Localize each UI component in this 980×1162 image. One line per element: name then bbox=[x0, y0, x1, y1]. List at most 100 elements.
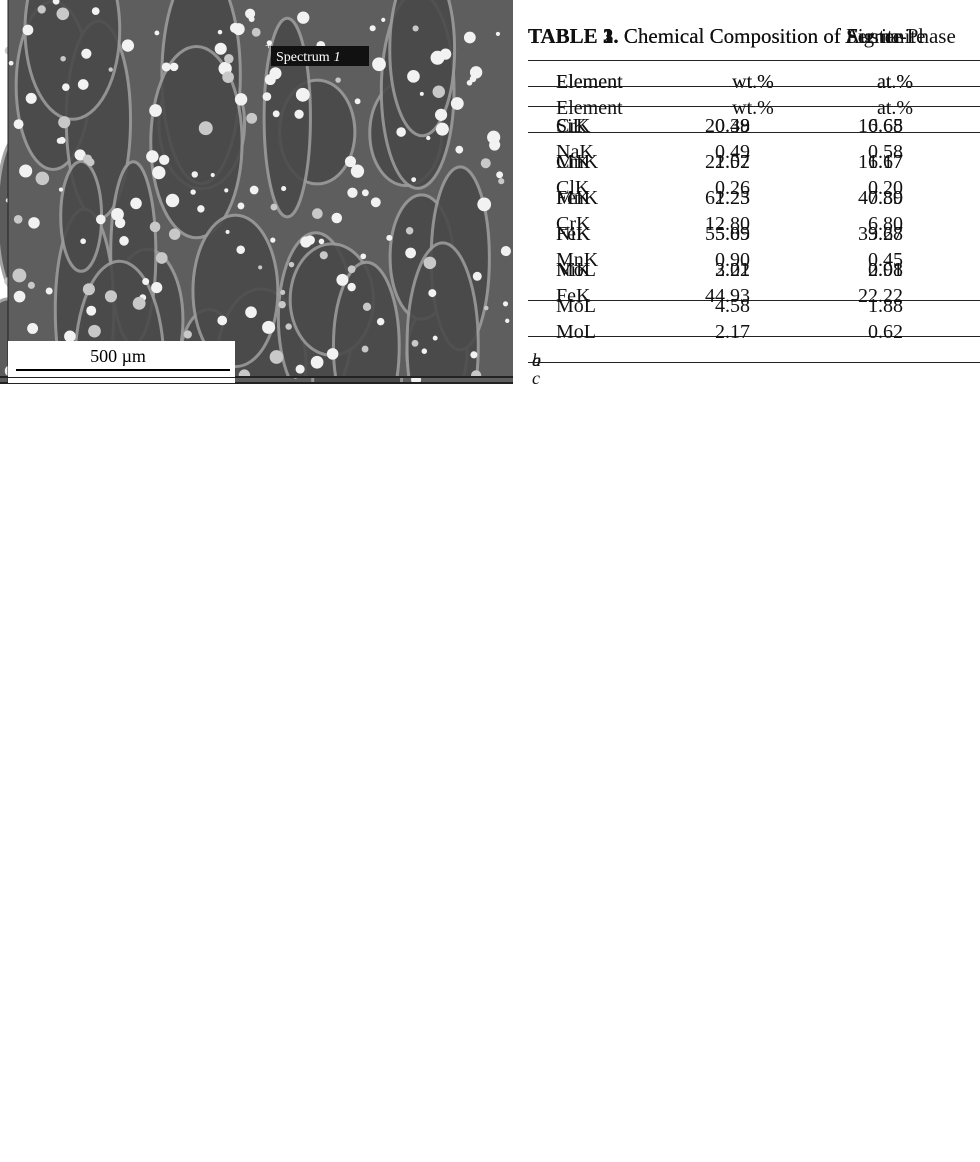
precipitate bbox=[156, 252, 168, 264]
precipitate bbox=[406, 227, 413, 234]
precipitate bbox=[56, 7, 69, 20]
table-cell: CrK bbox=[556, 206, 590, 242]
precipitate bbox=[498, 178, 504, 184]
precipitate bbox=[331, 213, 342, 224]
precipitate bbox=[64, 331, 76, 343]
precipitate bbox=[119, 236, 129, 246]
table-cell: 0.49 bbox=[650, 134, 750, 170]
precipitate bbox=[269, 67, 281, 79]
precipitate bbox=[236, 245, 245, 254]
precipitate bbox=[296, 88, 310, 102]
precipitate bbox=[28, 282, 35, 289]
precipitate bbox=[413, 25, 419, 31]
precipitate bbox=[59, 137, 66, 144]
precipitate bbox=[151, 282, 162, 293]
precipitate bbox=[496, 171, 503, 178]
table-rule bbox=[528, 362, 980, 363]
precipitate bbox=[170, 63, 179, 72]
precipitate bbox=[422, 348, 428, 354]
precipitate bbox=[92, 7, 100, 15]
precipitate bbox=[88, 325, 101, 338]
precipitate bbox=[14, 291, 26, 303]
precipitate bbox=[14, 119, 24, 129]
table-number: TABLE 3. bbox=[528, 24, 619, 48]
precipitate bbox=[336, 274, 348, 286]
precipitate bbox=[159, 155, 169, 165]
precipitate bbox=[238, 202, 245, 209]
precipitate bbox=[305, 235, 314, 244]
precipitate bbox=[407, 70, 420, 83]
precipitate bbox=[371, 197, 381, 207]
precipitate bbox=[146, 150, 159, 163]
precipitate bbox=[62, 83, 70, 91]
table-title-text: Chemical Composition of Sig­ma-Phase bbox=[624, 24, 956, 48]
table-cell: 0.62 bbox=[803, 314, 903, 350]
precipitate bbox=[396, 127, 406, 137]
precipitate bbox=[386, 235, 392, 241]
precipitate bbox=[224, 188, 228, 192]
table-cell: MoL bbox=[556, 314, 596, 350]
spectrum-number: 1 bbox=[334, 50, 341, 65]
table-cell: ClK bbox=[556, 170, 589, 206]
precipitate bbox=[451, 97, 464, 110]
precipitate bbox=[211, 173, 215, 177]
precipitate bbox=[262, 321, 275, 334]
precipitate bbox=[505, 319, 509, 323]
precipitate bbox=[420, 92, 424, 96]
precipitate bbox=[245, 306, 257, 318]
table-header-cell: wt.% bbox=[713, 90, 793, 126]
precipitate bbox=[58, 116, 70, 128]
precipitate bbox=[381, 18, 385, 22]
precipitate bbox=[470, 76, 477, 83]
precipitate bbox=[150, 222, 161, 233]
precipitate bbox=[246, 113, 257, 124]
precipitate bbox=[217, 316, 227, 326]
precipitate bbox=[455, 146, 463, 154]
precipitate bbox=[263, 92, 272, 101]
precipitate bbox=[12, 269, 26, 283]
precipitate bbox=[372, 57, 386, 71]
sem-image: 500 µm+Spectrum1 bbox=[0, 0, 513, 378]
precipitate bbox=[59, 188, 63, 192]
precipitate bbox=[335, 77, 341, 83]
precipitate bbox=[249, 16, 255, 22]
precipitate bbox=[362, 189, 369, 196]
table-cell: 12.80 bbox=[650, 206, 750, 242]
precipitate bbox=[470, 351, 477, 358]
precipitate bbox=[464, 32, 476, 44]
precipitate bbox=[166, 194, 179, 207]
precipitate bbox=[199, 121, 213, 135]
precipitate bbox=[377, 318, 385, 326]
precipitate bbox=[320, 251, 328, 259]
panel-letter: c bbox=[532, 368, 540, 389]
precipitate bbox=[311, 356, 324, 369]
precipitate bbox=[433, 85, 445, 97]
table-cell: 0.20 bbox=[803, 170, 903, 206]
precipitate bbox=[345, 156, 356, 167]
table-cell: 0.90 bbox=[650, 242, 750, 278]
precipitate bbox=[83, 154, 92, 163]
precipitate bbox=[440, 48, 451, 59]
precipitate bbox=[285, 323, 291, 329]
precipitate bbox=[296, 365, 305, 374]
spectrum-marker: + bbox=[265, 38, 272, 52]
precipitate bbox=[473, 272, 482, 281]
table-cell: 0.45 bbox=[803, 242, 903, 278]
precipitate bbox=[496, 32, 500, 36]
precipitate bbox=[233, 23, 245, 35]
precipitate bbox=[424, 257, 437, 270]
precipitate bbox=[80, 238, 86, 244]
precipitate bbox=[477, 198, 491, 212]
precipitate bbox=[46, 288, 53, 295]
precipitate bbox=[481, 158, 491, 168]
precipitate bbox=[435, 109, 447, 121]
table-cell: FeK bbox=[556, 278, 590, 314]
table-rule bbox=[528, 86, 980, 87]
precipitate bbox=[169, 228, 180, 239]
precipitate bbox=[363, 303, 371, 311]
precipitate bbox=[14, 215, 23, 224]
spectrum-text: Spectrum bbox=[276, 50, 330, 65]
precipitate bbox=[142, 278, 149, 285]
precipitate bbox=[83, 283, 95, 295]
precipitate bbox=[226, 230, 230, 234]
